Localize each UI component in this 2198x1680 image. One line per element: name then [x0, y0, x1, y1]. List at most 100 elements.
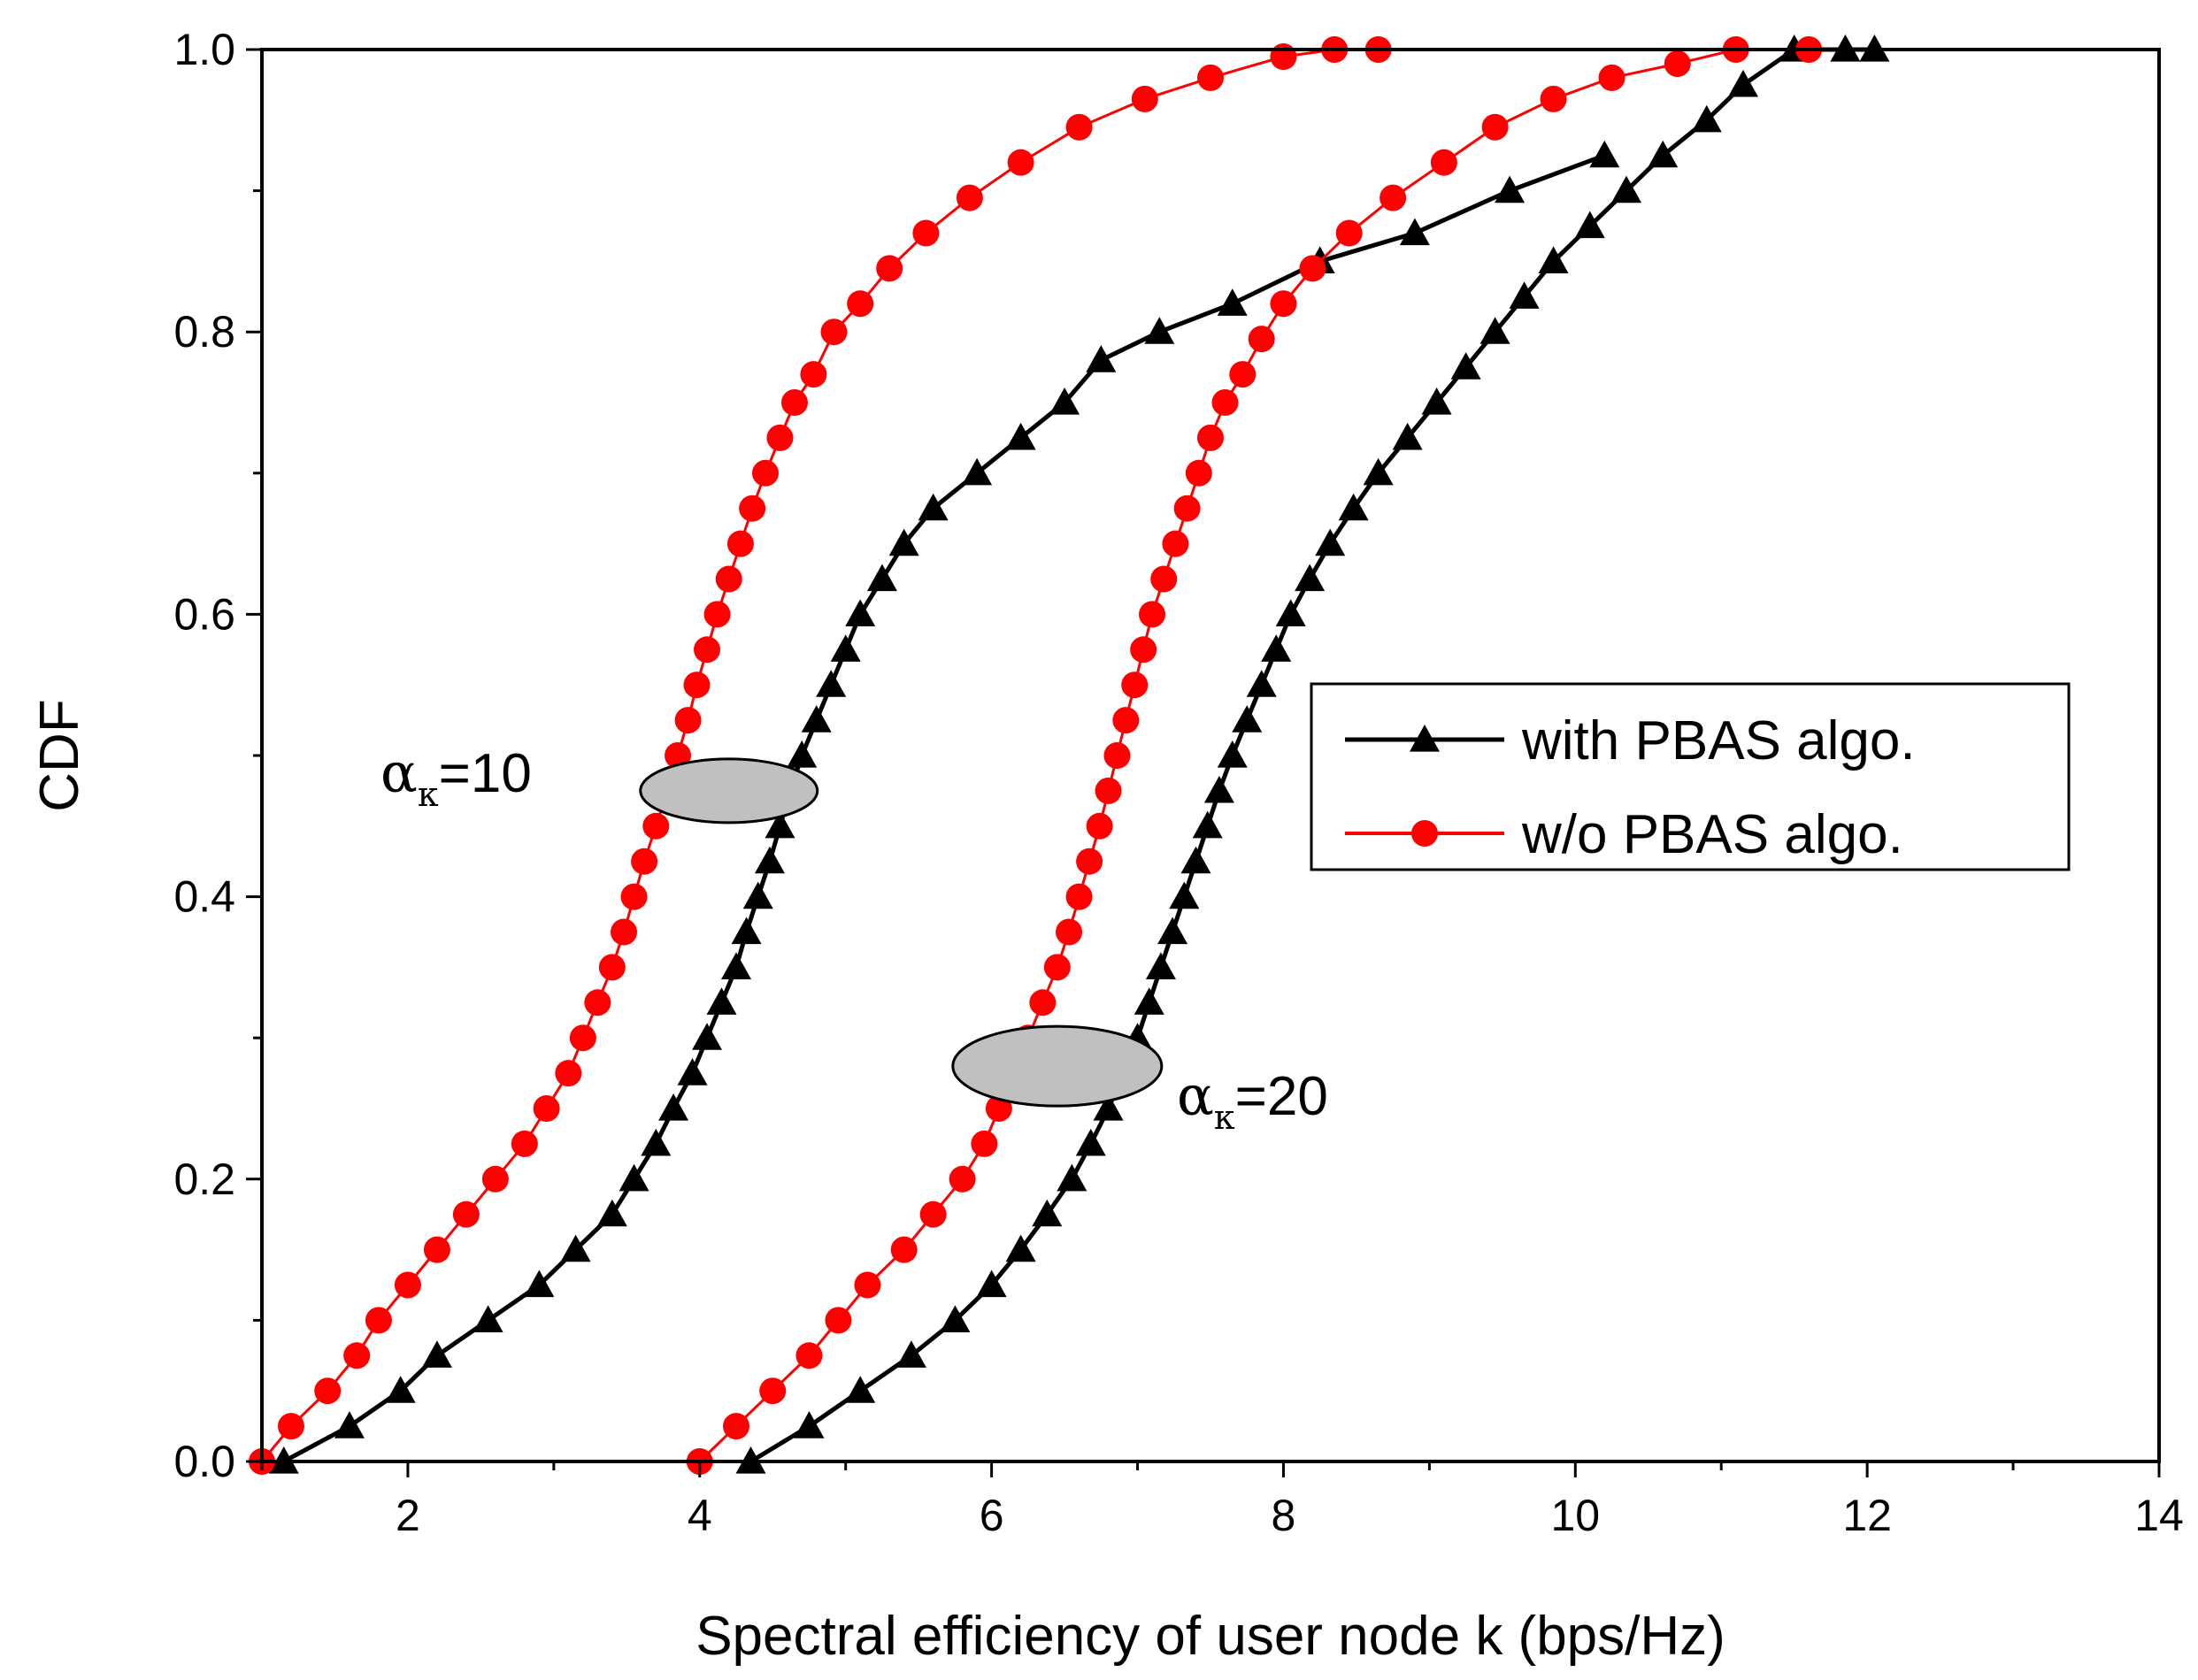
data-point [706, 987, 737, 1015]
data-point [825, 1307, 852, 1334]
data-point [677, 1058, 708, 1085]
data-point [888, 528, 919, 556]
data-point [845, 599, 876, 626]
annotation-alpha-10: ακ=10 [380, 740, 532, 814]
data-point [1007, 149, 1034, 176]
data-point [1076, 848, 1103, 875]
data-point [641, 1128, 672, 1156]
data-point [1185, 459, 1212, 487]
legend-label: with PBAS algo. [1521, 710, 1916, 771]
data-point [1598, 64, 1625, 91]
data-point [1150, 565, 1178, 593]
data-point [1270, 42, 1297, 70]
data-point [1180, 846, 1211, 874]
data-point [1338, 493, 1369, 521]
data-point [533, 1095, 560, 1122]
data-point [847, 290, 874, 318]
data-point [1203, 775, 1234, 803]
data-point [1299, 255, 1326, 282]
data-point [343, 1342, 371, 1369]
data-point [619, 1163, 649, 1192]
data-point [620, 883, 648, 910]
series-with-pbas-alpha-20 [735, 35, 1890, 1474]
data-point [949, 1165, 976, 1193]
y-tick-label: 0.0 [173, 1437, 235, 1486]
data-point [394, 1271, 421, 1299]
data-point [854, 1271, 881, 1299]
legend-marker [1411, 820, 1438, 847]
data-point [1112, 707, 1140, 734]
data-point [1399, 218, 1430, 246]
legend-marker [1410, 725, 1440, 752]
annotation-alpha-20: ακ=20 [1177, 1063, 1328, 1137]
data-point [452, 1201, 480, 1228]
data-point [524, 1270, 555, 1298]
data-point [766, 424, 794, 451]
data-point [1169, 881, 1200, 909]
data-point [962, 457, 993, 486]
data-point [1315, 528, 1346, 556]
data-point [1049, 387, 1080, 415]
data-point [611, 918, 638, 946]
data-point [1691, 104, 1722, 133]
x-tick-label: 8 [1272, 1491, 1296, 1540]
data-point [780, 389, 808, 416]
data-point [1430, 149, 1457, 176]
data-point [423, 1236, 450, 1263]
data-point [1509, 281, 1540, 309]
data-point [1246, 670, 1277, 697]
data-point [1103, 742, 1131, 769]
data-point [918, 493, 949, 521]
data-point [473, 1305, 503, 1332]
data-point [1057, 1163, 1087, 1192]
data-point [795, 1342, 823, 1369]
data-point [1056, 918, 1083, 946]
data-point [1421, 387, 1452, 415]
ellipse-alpha-10 [639, 757, 819, 825]
y-tick-label: 1.0 [173, 25, 235, 74]
data-point [694, 636, 721, 664]
data-point [742, 881, 773, 909]
data-point [739, 495, 766, 522]
data-point [1197, 64, 1224, 91]
data-point [1450, 352, 1481, 380]
data-point [1121, 671, 1149, 699]
data-point [1217, 740, 1248, 768]
data-point [1727, 69, 1758, 97]
x-tick-label: 12 [1842, 1491, 1892, 1540]
data-point [731, 917, 762, 945]
data-point [1232, 705, 1263, 733]
x-tick-label: 14 [2134, 1491, 2184, 1540]
data-point [1495, 175, 1526, 203]
data-point [1032, 1199, 1063, 1227]
data-point [1248, 326, 1275, 353]
series-wo-pbas-alpha-10 [249, 36, 1392, 1475]
data-point [692, 1023, 723, 1050]
data-point [1144, 317, 1175, 344]
data-point [1075, 1128, 1106, 1156]
data-point [754, 846, 785, 874]
data-point [1217, 288, 1248, 316]
data-point [890, 1236, 918, 1263]
data-point [598, 954, 626, 981]
legend-entry-wo-pbas: w/o PBAS algo. [1345, 804, 1903, 865]
x-tick-label: 10 [1550, 1491, 1600, 1540]
data-point [1538, 246, 1569, 273]
data-point [1065, 113, 1093, 141]
axes-layer: 2 4 6 8 10 12 14 0.0 0.2 0.4 0.6 0.8 1.0 [173, 25, 2183, 1540]
data-point [845, 1376, 876, 1403]
data-point [1211, 389, 1239, 416]
data-point [674, 707, 702, 734]
data-point [1363, 457, 1394, 486]
data-point [1611, 175, 1642, 203]
data-point [365, 1307, 392, 1334]
data-point [1095, 777, 1122, 804]
data-point [787, 740, 818, 768]
data-point [1162, 530, 1189, 557]
data-point [895, 1340, 926, 1368]
legend: with PBAS algo. w/o PBAS algo. [1310, 682, 2071, 871]
data-point [1157, 917, 1188, 945]
data-point [816, 670, 847, 697]
y-tick-label: 0.4 [173, 872, 235, 922]
data-point [421, 1340, 452, 1368]
